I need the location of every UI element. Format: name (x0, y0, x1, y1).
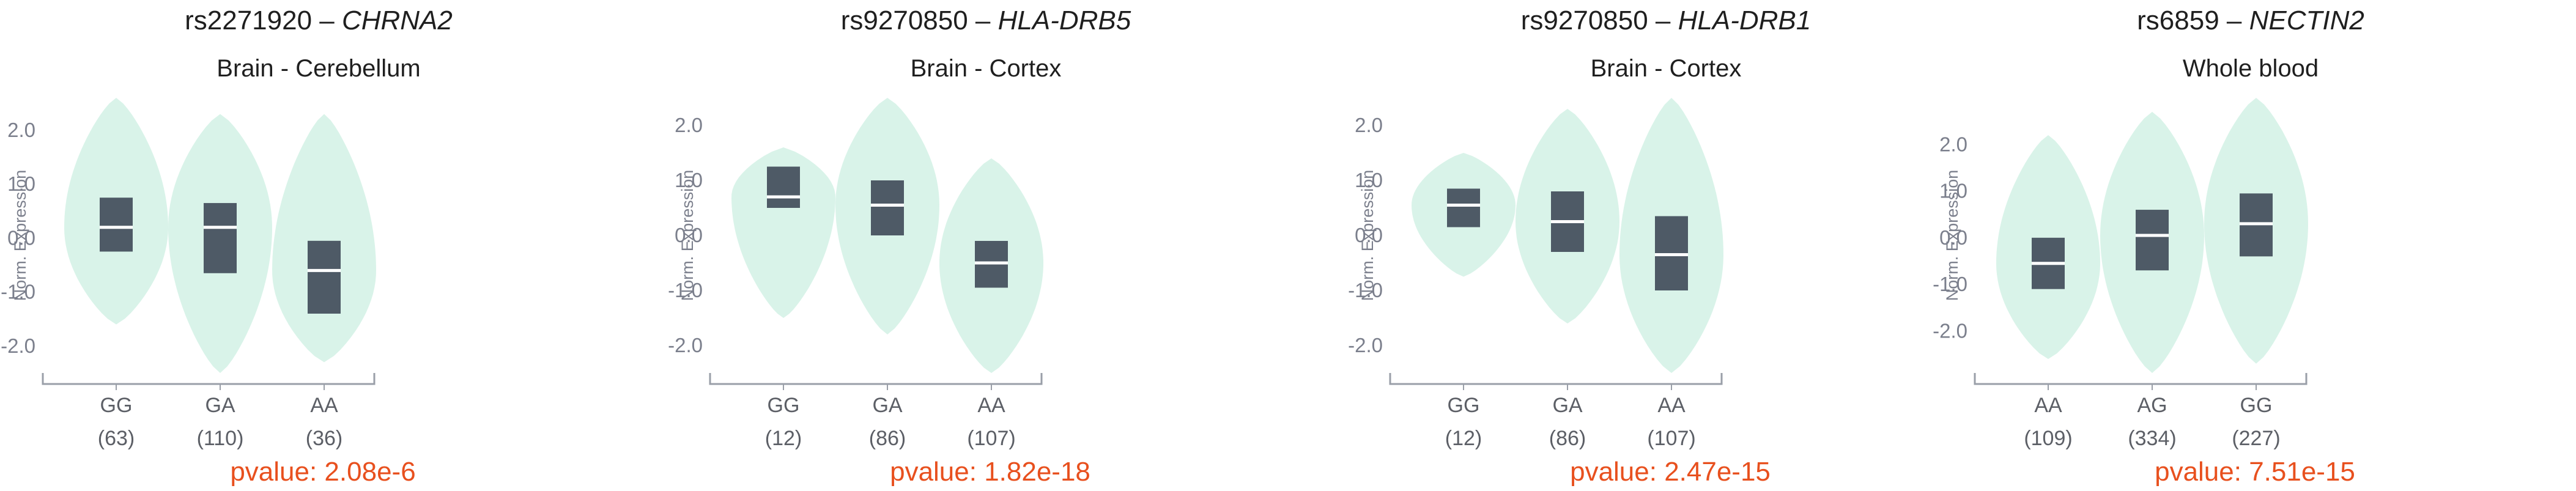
iqr-box (100, 198, 133, 252)
genotype-label: AA (1657, 394, 1686, 417)
sample-count-label: (36) (306, 427, 342, 450)
sample-count-label: (107) (967, 427, 1015, 450)
y-tick-label: 1.0 (1355, 169, 1383, 191)
pvalue-label: pvalue: 2.08e-6 (230, 457, 415, 487)
y-tick-label: 0.0 (1355, 224, 1383, 246)
genotype-label: AA (977, 394, 1005, 417)
pvalue-label: pvalue: 7.51e-15 (2155, 457, 2355, 487)
sample-count-label: (109) (2024, 427, 2072, 450)
violin-panel-2: rs9270850 – HLA-DRB5 Brain - Cortex Norm… (667, 0, 1311, 491)
y-tick-label: 2.0 (7, 119, 35, 141)
violin-shape (272, 114, 376, 363)
y-axis-label: Norm. Expression (11, 170, 29, 301)
y-axis-label: Norm. Expression (1943, 170, 1961, 301)
y-tick-label: 1.0 (675, 169, 703, 191)
y-tick-label: -2.0 (1348, 334, 1383, 356)
genotype-label: GG (768, 394, 800, 417)
genotype-label: GA (1552, 394, 1582, 417)
chart-subtitle: Brain - Cerebellum (217, 55, 420, 82)
y-tick-label: 2.0 (1939, 133, 1967, 155)
y-tick-label: -2.0 (1, 334, 35, 357)
x-axis-line (709, 373, 1043, 385)
y-tick-label: -2.0 (668, 334, 703, 356)
x-axis-line (1389, 373, 1723, 385)
pvalue-label: pvalue: 1.82e-18 (890, 457, 1090, 487)
y-axis-label: Norm. Expression (678, 170, 697, 301)
sample-count-label: (86) (869, 427, 906, 450)
genotype-label: GG (1448, 394, 1480, 417)
iqr-box (204, 203, 237, 273)
chart-title: rs2271920 – CHRNA2 (185, 6, 453, 35)
genotype-label: GG (2240, 394, 2273, 417)
chart-title: rs9270850 – HLA-DRB5 (841, 6, 1131, 35)
violin-chart-2: rs9270850 – HLA-DRB5 Brain - Cortex Norm… (668, 6, 1131, 487)
y-tick-label: -1.0 (1933, 273, 1967, 295)
y-tick-label: -1.0 (668, 279, 703, 301)
y-tick-label: 2.0 (675, 114, 703, 136)
iqr-box (767, 166, 800, 208)
genotype-label: AA (2034, 394, 2062, 417)
sample-count-label: (86) (1549, 427, 1586, 450)
violin-shape (731, 147, 835, 318)
genotype-label: GG (100, 394, 133, 417)
y-tick-label: 0.0 (7, 226, 35, 249)
chart-subtitle: Whole blood (2183, 55, 2319, 82)
violin-panel-3: rs9270850 – HLA-DRB1 Brain - Cortex Norm… (1347, 0, 1991, 491)
chart-title: rs9270850 – HLA-DRB1 (1521, 6, 1812, 35)
y-tick-label: 1.0 (7, 172, 35, 195)
y-tick-label: 0.0 (1939, 226, 1967, 249)
pvalue-label: pvalue: 2.47e-15 (1570, 457, 1771, 487)
genotype-label: GA (872, 394, 902, 417)
x-axis-line (1974, 373, 2308, 385)
genotype-label: AA (310, 394, 338, 417)
y-tick-label: 1.0 (1939, 180, 1967, 202)
y-tick-label: 0.0 (675, 224, 703, 246)
sample-count-label: (334) (2128, 427, 2176, 450)
chart-subtitle: Brain - Cortex (911, 55, 1062, 82)
sample-count-label: (12) (1445, 427, 1482, 450)
y-tick-label: -1.0 (1348, 279, 1383, 301)
violin-chart-1: rs2271920 – CHRNA2 Brain - Cerebellum No… (1, 6, 453, 487)
y-tick-label: 2.0 (1355, 114, 1383, 136)
sample-count-label: (110) (197, 427, 244, 450)
violin-chart-4: rs6859 – NECTIN2 Whole blood Norm. Expre… (1933, 6, 2364, 487)
iqr-box (308, 240, 341, 314)
sample-count-label: (12) (765, 427, 802, 450)
y-tick-label: -2.0 (1933, 319, 1967, 342)
genotype-label: GA (205, 394, 235, 417)
sample-count-label: (227) (2232, 427, 2280, 450)
sample-count-label: (107) (1647, 427, 1695, 450)
iqr-box (1447, 188, 1480, 227)
x-axis-line (42, 373, 376, 385)
violin-panel-4: rs6859 – NECTIN2 Whole blood Norm. Expre… (1932, 0, 2576, 491)
y-tick-label: -1.0 (1, 281, 35, 303)
iqr-box (2136, 210, 2169, 271)
violin-panel-1: rs2271920 – CHRNA2 Brain - Cerebellum No… (0, 0, 644, 491)
chart-subtitle: Brain - Cortex (1591, 55, 1742, 82)
violin-chart-3: rs9270850 – HLA-DRB1 Brain - Cortex Norm… (1348, 6, 1812, 487)
chart-title: rs6859 – NECTIN2 (2137, 6, 2364, 35)
genotype-label: AG (2137, 394, 2167, 417)
iqr-box (871, 180, 904, 235)
y-axis-label: Norm. Expression (1358, 170, 1377, 301)
sample-count-label: (63) (98, 427, 135, 450)
